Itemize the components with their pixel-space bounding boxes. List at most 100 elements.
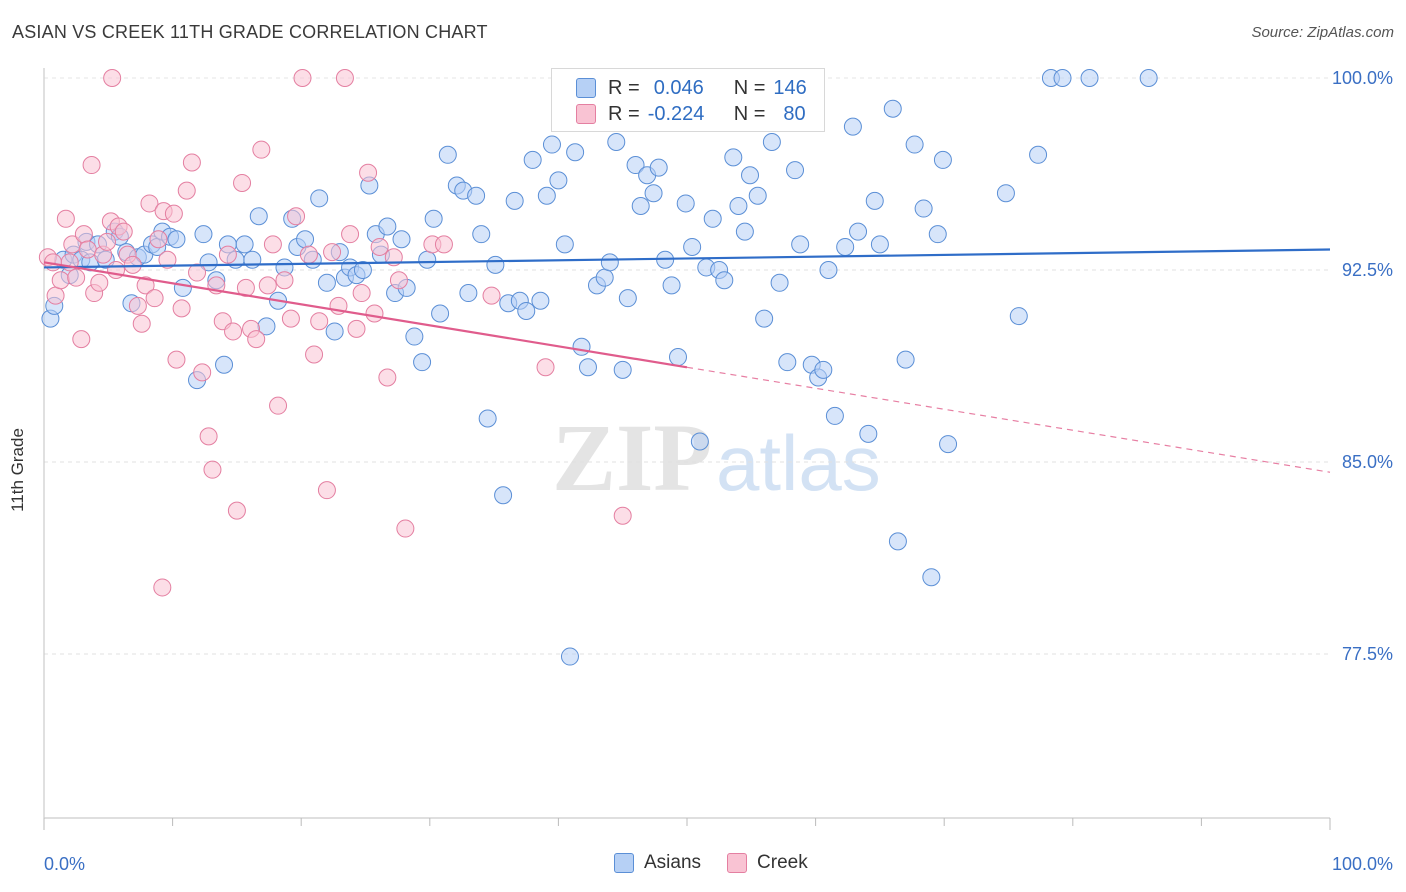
source-label: Source: ZipAtlas.com (1251, 24, 1394, 41)
asians-point (613, 360, 632, 379)
creek-point (149, 230, 168, 249)
creek-point (193, 363, 212, 382)
creek-point (347, 319, 366, 338)
asians-point (849, 222, 868, 241)
creek-point (164, 204, 183, 223)
asians-point (566, 143, 585, 162)
asians-legend-icon (614, 853, 634, 873)
creek-point (78, 240, 97, 259)
x-tick-label: 0.0% (44, 854, 85, 874)
asians-point (933, 150, 952, 169)
creek-n-value: 80 (783, 102, 806, 125)
creek-point (293, 69, 312, 87)
asians-point (683, 237, 702, 256)
creek-point (233, 173, 252, 192)
asians-point (249, 207, 268, 226)
asians-point (531, 291, 550, 310)
asians-point (472, 225, 491, 244)
n-label: N = (733, 76, 766, 99)
asians-point (325, 322, 344, 341)
asians-n-value: 146 (773, 76, 807, 99)
asians-point (618, 289, 637, 308)
asians-point (413, 353, 432, 372)
asians-point (825, 406, 844, 425)
asians-point (405, 327, 424, 346)
asians-point (729, 197, 748, 215)
legend-item-asians[interactable]: Asians (614, 852, 701, 874)
asians-point (676, 194, 695, 213)
asians-point (194, 225, 213, 244)
legend-row-creek: R = -0.224 N = 80 (576, 102, 806, 126)
asians-point (996, 184, 1015, 203)
creek-point (74, 225, 93, 244)
asians-point (431, 304, 450, 323)
asians-point (1009, 307, 1028, 326)
creek-point (341, 225, 360, 244)
asians-point (215, 355, 234, 374)
asians-point (883, 99, 902, 118)
creek-point (287, 207, 306, 226)
creek-point (263, 235, 282, 254)
creek-point (236, 278, 255, 297)
creek-point (98, 232, 117, 251)
y-tick-label: 77.5% (1342, 644, 1393, 664)
asians-point (310, 189, 329, 208)
creek-point (482, 286, 501, 305)
creek-point (305, 345, 324, 364)
creek-r-value: -0.224 (647, 102, 705, 125)
series-legend: Asians Creek (614, 852, 834, 874)
creek-point (247, 330, 266, 349)
creek-point (281, 309, 300, 328)
creek-point (128, 296, 147, 315)
asians-point (922, 568, 941, 587)
asians-point (843, 117, 862, 136)
watermark-zip: ZIP (552, 404, 712, 511)
creek-point (158, 250, 177, 269)
legend-label-creek: Creek (757, 852, 808, 873)
asians-point (1053, 69, 1072, 87)
creek-point (335, 69, 354, 87)
asians-point (494, 486, 513, 505)
asians-point (914, 199, 933, 218)
creek-point (359, 163, 378, 182)
creek-point (224, 322, 243, 341)
legend-item-creek[interactable]: Creek (727, 852, 808, 874)
creek-point (389, 271, 408, 290)
chart-title: ASIAN VS CREEK 11TH GRADE CORRELATION CH… (12, 22, 488, 42)
asians-point (649, 158, 668, 177)
n-label: N = (733, 102, 766, 125)
legend-row-asians: R = 0.046 N = 146 (576, 76, 807, 100)
creek-point (396, 519, 415, 538)
creek-swatch-icon (576, 104, 596, 124)
asians-point (478, 409, 497, 428)
creek-point (299, 245, 318, 264)
asians-point (424, 209, 443, 228)
creek-trend-extension (686, 366, 1331, 473)
asians-point (814, 360, 833, 379)
asians-point (517, 301, 536, 320)
asians-point (896, 350, 915, 369)
asians-point (296, 230, 315, 249)
creek-point (378, 368, 397, 387)
creek-point (123, 255, 142, 274)
y-tick-label: 85.0% (1342, 452, 1393, 472)
creek-point (145, 289, 164, 308)
creek-point (132, 314, 151, 333)
asians-point (668, 348, 687, 367)
watermark-atlas: atlas (716, 419, 881, 507)
creek-point (434, 235, 453, 254)
asians-point (467, 186, 486, 205)
creek-point (56, 209, 75, 228)
asians-point (607, 133, 626, 151)
asians-point (555, 235, 574, 254)
asians-point (626, 156, 645, 175)
creek-point (317, 481, 336, 500)
asians-point (859, 424, 878, 443)
creek-point (269, 396, 288, 415)
asians-point (762, 133, 781, 151)
creek-point (82, 156, 101, 175)
asians-point (836, 237, 855, 256)
legend-label-asians: Asians (644, 852, 702, 873)
asians-point (1029, 145, 1048, 164)
